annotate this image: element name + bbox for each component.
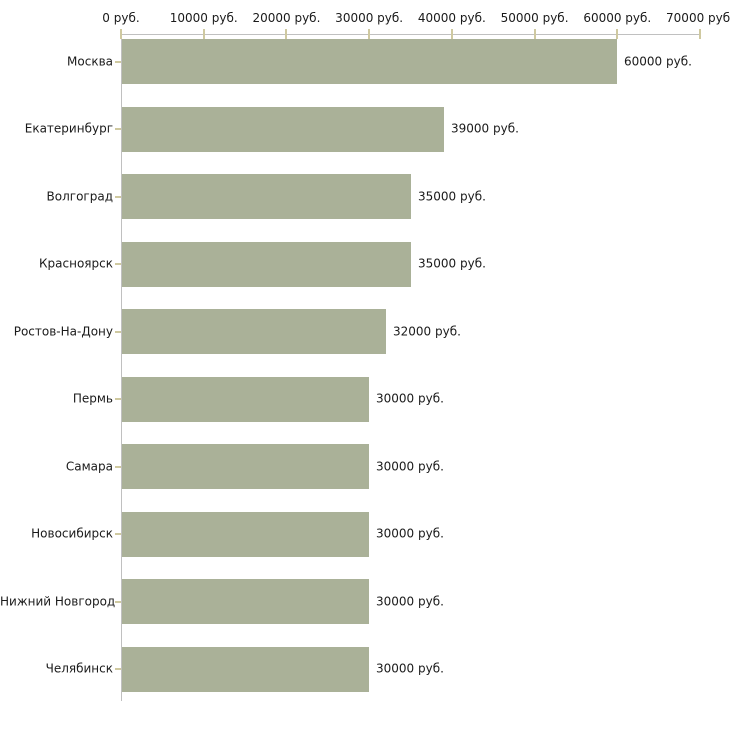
- category-label: Пермь: [72, 391, 113, 406]
- bar: [122, 241, 411, 287]
- bar: [122, 376, 369, 422]
- bar-value-label: 30000 руб.: [376, 594, 444, 608]
- x-axis-tick: [368, 29, 371, 39]
- x-axis-tick: [285, 29, 288, 39]
- x-axis-tick: [202, 29, 205, 39]
- bar-value-label: 35000 руб.: [418, 189, 486, 203]
- x-axis-tick: [120, 29, 122, 39]
- category-tick: [115, 263, 121, 265]
- x-axis-tick: [533, 29, 536, 39]
- bar: [122, 579, 369, 624]
- bar-value-label: 30000 руб.: [376, 526, 444, 541]
- bar-value-label: 30000 руб.: [376, 459, 444, 473]
- category-label: Волгоград: [46, 189, 113, 203]
- category-tick: [115, 668, 121, 670]
- bar-value-label: 39000 руб.: [451, 121, 519, 136]
- category-label: Екатеринбург: [24, 121, 113, 136]
- category-label: Новосибирск: [31, 526, 113, 541]
- category-tick: [115, 60, 121, 63]
- x-axis-tick-label: 50000 руб.: [500, 11, 569, 25]
- bar: [122, 511, 369, 557]
- bar-value-label: 35000 руб.: [418, 256, 486, 271]
- x-axis-tick-label: 70000 руб.: [666, 11, 730, 25]
- x-axis-line: [121, 34, 701, 35]
- category-tick: [115, 533, 121, 535]
- x-axis-tick-label: 40000 руб.: [417, 11, 486, 25]
- category-label: Ростов-На-Дону: [13, 324, 113, 338]
- x-axis-tick-label: 10000 руб.: [169, 11, 238, 25]
- bar: [122, 174, 411, 219]
- category-tick: [115, 195, 121, 198]
- category-tick: [115, 465, 121, 468]
- bar-value-label: 30000 руб.: [376, 391, 444, 406]
- category-tick: [115, 600, 121, 603]
- bar-value-label: 60000 руб.: [624, 54, 692, 68]
- bar: [122, 444, 369, 489]
- x-axis-tick-label: 30000 руб.: [335, 11, 404, 25]
- bar: [122, 646, 369, 692]
- y-axis-line: [121, 34, 122, 701]
- category-label: Челябинск: [45, 661, 113, 676]
- category-label: Москва: [67, 54, 113, 68]
- bar-value-label: 30000 руб.: [376, 661, 444, 676]
- bar: [122, 39, 617, 84]
- x-axis-tick: [450, 29, 453, 39]
- category-label: Красноярск: [39, 256, 113, 271]
- bar-value-label: 32000 руб.: [393, 324, 461, 338]
- bar: [122, 309, 386, 354]
- bar: [122, 106, 444, 152]
- category-tick: [115, 128, 121, 130]
- x-axis-tick-label: 60000 руб.: [583, 11, 652, 25]
- category-tick: [115, 330, 121, 333]
- category-label: Самара: [65, 459, 113, 473]
- category-tick: [115, 398, 121, 400]
- x-axis-tick-label: 20000 руб.: [252, 11, 321, 25]
- x-axis-tick: [616, 29, 619, 39]
- x-axis-tick-label: 0 руб.: [102, 11, 140, 25]
- category-label: Нижний Новгород: [0, 594, 116, 608]
- x-axis-tick: [699, 29, 701, 39]
